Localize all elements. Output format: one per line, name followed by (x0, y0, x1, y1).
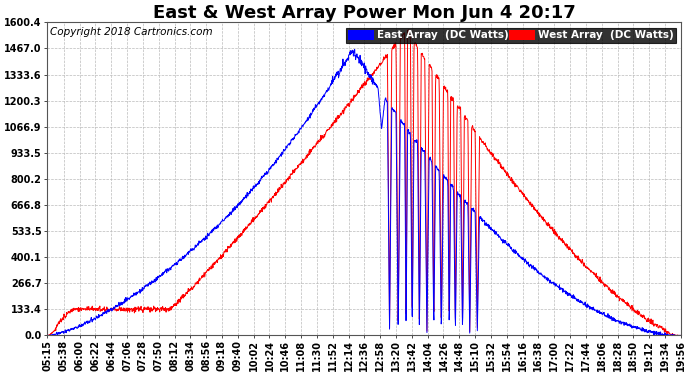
Text: Copyright 2018 Cartronics.com: Copyright 2018 Cartronics.com (50, 27, 213, 37)
Title: East & West Array Power Mon Jun 4 20:17: East & West Array Power Mon Jun 4 20:17 (152, 4, 575, 22)
Legend: East Array  (DC Watts), West Array  (DC Watts): East Array (DC Watts), West Array (DC Wa… (346, 27, 676, 42)
